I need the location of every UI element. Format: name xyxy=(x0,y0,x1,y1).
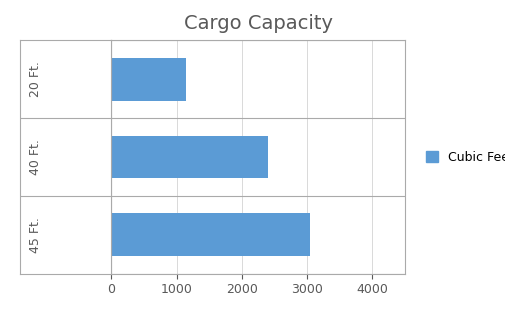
Bar xyxy=(111,58,186,101)
Legend: Cubic Feet: Cubic Feet xyxy=(425,151,505,164)
Text: 40 Ft.: 40 Ft. xyxy=(29,139,42,175)
Text: 45 Ft.: 45 Ft. xyxy=(29,217,42,253)
Bar xyxy=(111,213,310,256)
Text: 2.5 TEU: 2.5 TEU xyxy=(59,228,108,241)
Text: 20 Ft.: 20 Ft. xyxy=(29,61,42,97)
Text: 1 TEU: 1 TEU xyxy=(71,73,108,86)
Title: Cargo Capacity: Cargo Capacity xyxy=(183,14,332,33)
Text: 2 TEU: 2 TEU xyxy=(71,151,108,164)
Bar xyxy=(111,136,267,179)
